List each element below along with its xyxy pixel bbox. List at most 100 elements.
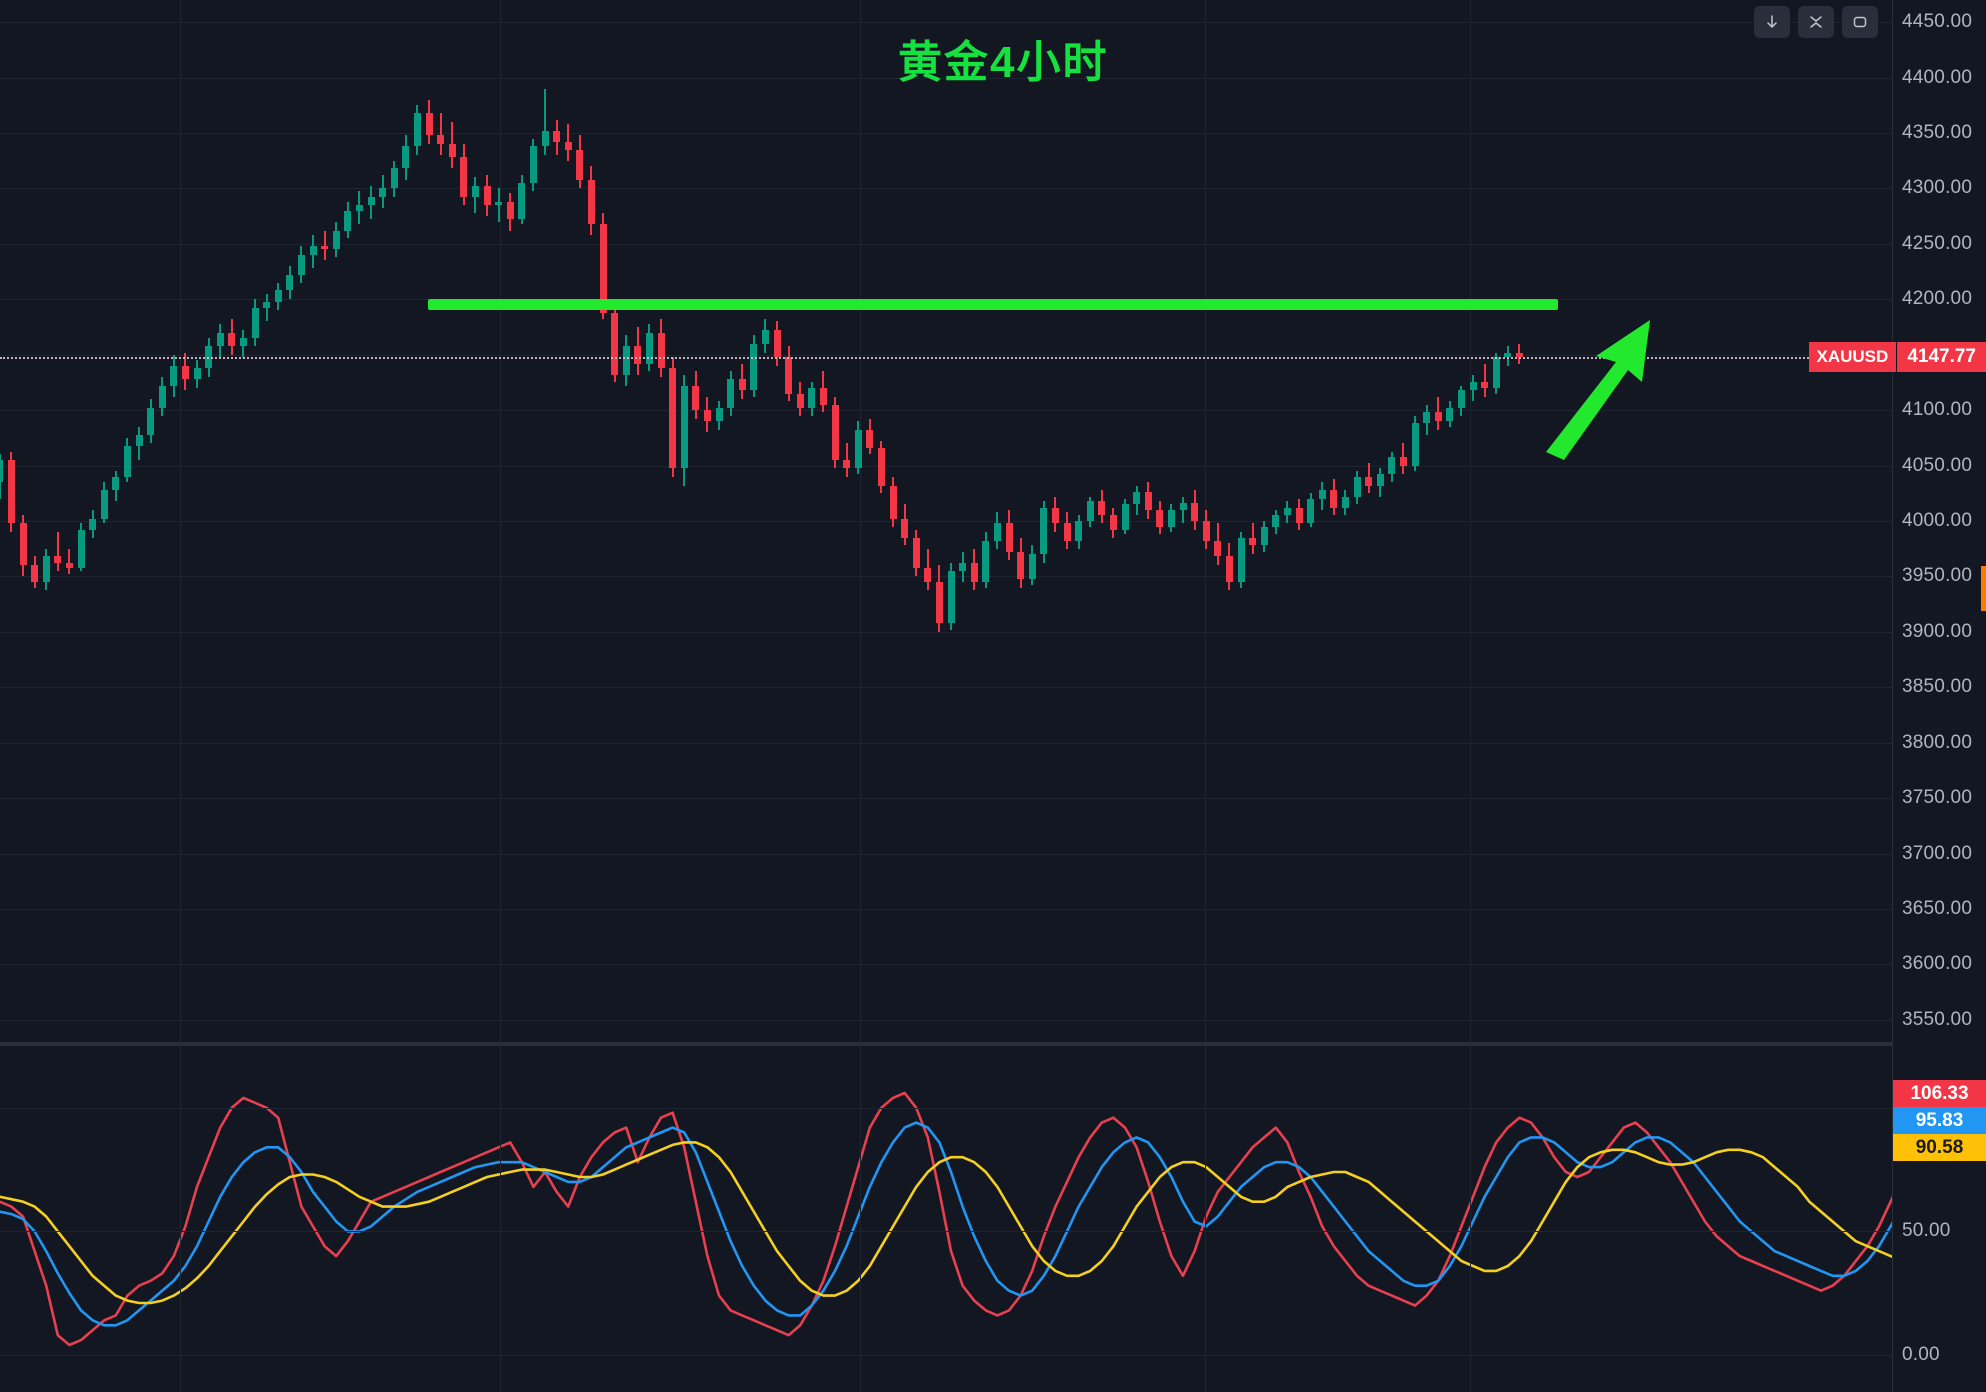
candle-body [31,565,39,582]
candle-body [1399,456,1407,466]
candle-body [54,556,62,564]
candle-body [599,223,607,313]
price-gridline [0,188,1893,190]
candle-body [471,186,479,198]
candle-body [843,460,851,468]
candle-body [1504,352,1512,357]
candle-body [1318,489,1326,499]
price-pane[interactable]: 黄金4小时 [0,0,1893,1042]
candle-body [1237,537,1245,582]
candle-body [425,113,433,136]
oscillator-axis[interactable]: 50.00 0.00 106.33 95.83 90.58 [1892,1046,1986,1392]
candle-body [1295,507,1303,524]
price-axis-tick: 4050.00 [1902,454,1973,476]
candle-body [1040,507,1048,555]
candle-body [1075,521,1083,541]
last-price-tag[interactable]: XAUUSD 4147.77 [1808,342,1986,373]
candle-body [1133,492,1141,505]
candle-body [645,332,653,364]
scroll-to-realtime-button[interactable] [1754,6,1790,38]
oscillator-series [0,1091,1893,1347]
candle-body [1086,501,1094,521]
price-axis-tick: 3800.00 [1902,731,1973,753]
candle-body [379,188,387,198]
price-gridline [0,243,1893,245]
candle-body [1109,515,1117,530]
price-gridline [0,465,1893,467]
candle-body [866,430,874,448]
candle-body [1492,356,1500,388]
candle-body [1249,537,1257,546]
price-vertical-gridline [180,0,181,1042]
candle-body [413,113,421,147]
candle-wick [1483,363,1486,397]
candle-body [1272,515,1280,527]
price-vertical-gridline [860,0,861,1042]
candle-body [901,518,909,538]
candle-body [135,434,143,446]
candle-body [1481,382,1489,388]
price-gridline [0,687,1893,689]
candle-body [1446,407,1454,422]
price-axis[interactable]: 4450.00 4400.00 4350.00 4300.00 4250.00 4200.… [1892,0,1986,1042]
candle-body [1434,412,1442,422]
oscillator-vertical-gridline [1205,1046,1206,1392]
candle-body [402,146,410,169]
candle-wick [845,443,848,477]
oscillator-vertical-gridline [500,1046,501,1392]
candle-body [460,157,468,198]
candle-body [622,345,630,375]
candle-body [77,529,85,568]
oscillator-axis-tick: 50.00 [1902,1220,1951,1242]
price-axis-tick: 3850.00 [1902,676,1973,698]
price-axis-tick: 3900.00 [1902,620,1973,642]
candle-body [170,365,178,386]
candle-body [100,489,108,519]
candle-body [819,387,827,405]
candle-body [309,246,317,255]
candle-body [912,537,920,568]
resistance-trendline-annotation[interactable] [428,298,1558,310]
candle-body [42,556,50,582]
candle-body [216,332,224,346]
price-gridline [0,521,1893,522]
oscillator-line-fast [0,1091,1893,1347]
candle-body [587,179,595,224]
candle-body [228,332,236,346]
chart-toolbar[interactable] [1754,6,1878,38]
collapse-pane-button[interactable] [1798,6,1834,38]
candle-body [297,254,305,275]
candle-body [123,445,131,477]
candle-body [274,290,282,302]
candle-body [796,393,804,408]
price-gridline [0,798,1893,800]
candle-body [669,368,677,468]
bullish-arrow-annotation[interactable] [1538,310,1658,460]
candle-body [1063,523,1071,541]
price-gridline [0,908,1893,910]
pane-separator[interactable] [0,1042,1893,1046]
price-axis-tick: 4250.00 [1902,232,1973,254]
candle-body [1365,476,1373,486]
candle-wick [56,532,59,571]
fullscreen-button[interactable] [1842,6,1878,38]
oscillator-line-slow [0,1121,1893,1327]
candle-body [1423,412,1431,424]
candle-body [982,540,990,582]
candle-body [193,368,201,380]
candle-body [1330,489,1338,508]
candle-body [19,523,27,566]
candle-body [750,343,758,391]
candle-body [680,385,688,468]
oscillator-vertical-gridline [860,1046,861,1392]
candle-body [344,210,352,231]
candle-body [611,312,619,375]
last-price-value: 4147.77 [1896,342,1986,373]
oscillator-pane[interactable] [0,1046,1893,1392]
candle-body [1028,554,1036,579]
candle-body [355,205,363,211]
candle-body [1121,504,1129,530]
oscillator-value-badge: 95.83 [1893,1107,1986,1134]
candle-body [634,345,642,364]
